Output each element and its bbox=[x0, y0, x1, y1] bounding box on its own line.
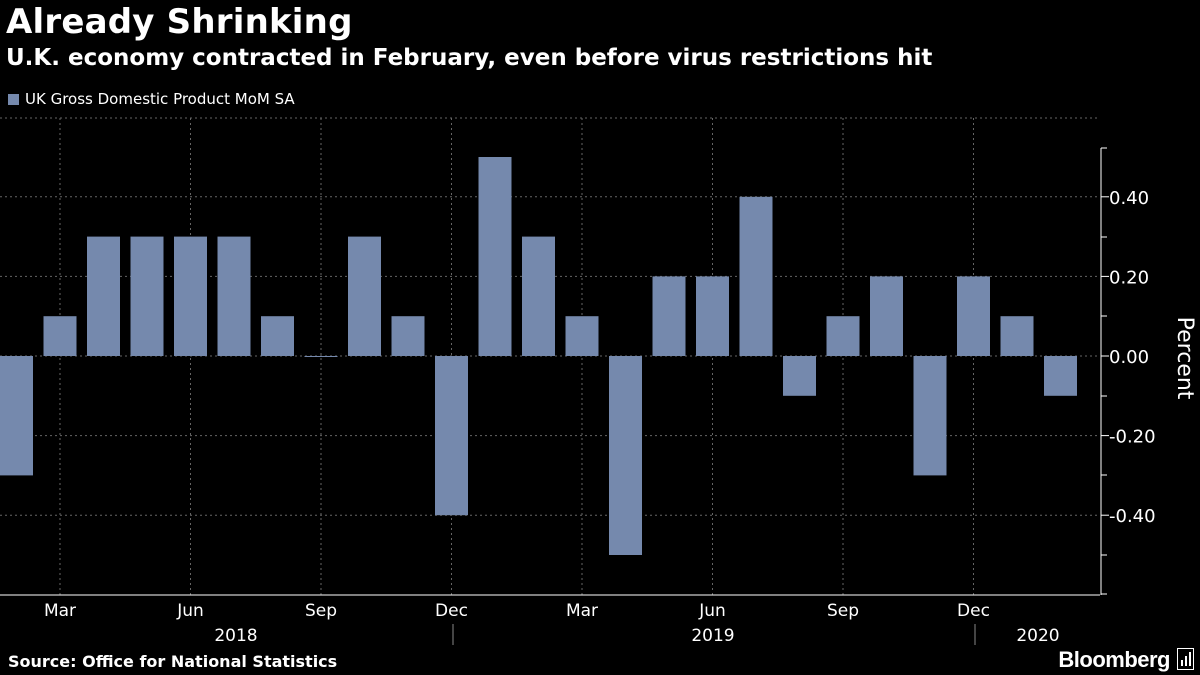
bar bbox=[609, 356, 642, 555]
bar bbox=[522, 236, 555, 356]
bar bbox=[217, 236, 251, 356]
x-tick-label: Sep bbox=[305, 601, 337, 621]
x-tick-label: Dec bbox=[957, 601, 990, 621]
y-tick-label: 0.00 bbox=[1109, 347, 1149, 368]
y-tick-label: 0.20 bbox=[1109, 267, 1149, 288]
bar bbox=[1044, 356, 1077, 396]
bar bbox=[130, 236, 164, 356]
bar bbox=[478, 157, 512, 356]
bar bbox=[913, 356, 947, 476]
bar bbox=[1000, 316, 1034, 356]
bar bbox=[435, 356, 468, 516]
x-tick-label: Mar bbox=[44, 601, 76, 621]
bar bbox=[957, 276, 990, 356]
bar bbox=[261, 316, 294, 356]
x-tick-label: Jun bbox=[176, 601, 204, 621]
legend-swatch bbox=[8, 93, 19, 105]
bar bbox=[696, 276, 729, 356]
x-tick-label: Mar bbox=[566, 601, 598, 621]
bar bbox=[87, 236, 120, 356]
x-year-label: 2019 bbox=[691, 626, 734, 646]
chart-title: Already Shrinking bbox=[6, 2, 353, 42]
y-tick-label: -0.40 bbox=[1109, 506, 1156, 527]
bar bbox=[0, 356, 33, 476]
chart-subtitle: U.K. economy contracted in February, eve… bbox=[6, 45, 933, 71]
bar bbox=[348, 236, 381, 356]
legend-label: UK Gross Domestic Product MoM SA bbox=[25, 90, 295, 108]
bar bbox=[304, 356, 338, 357]
x-tick-label: Sep bbox=[827, 601, 859, 621]
bar bbox=[174, 236, 207, 356]
bar bbox=[391, 316, 425, 356]
y-axis-label: Percent bbox=[1172, 317, 1197, 400]
bloomberg-terminal-icon bbox=[1177, 648, 1194, 670]
bar bbox=[739, 196, 773, 356]
x-year-label: 2018 bbox=[214, 626, 257, 646]
bar bbox=[565, 316, 599, 356]
y-tick-label: 0.40 bbox=[1109, 188, 1149, 209]
bar bbox=[783, 356, 816, 396]
bar bbox=[826, 316, 860, 356]
brand-logo: Bloomberg bbox=[1058, 647, 1170, 672]
bar bbox=[870, 276, 903, 356]
bar bbox=[43, 316, 77, 356]
x-tick-label: Dec bbox=[435, 601, 468, 621]
legend: UK Gross Domestic Product MoM SA bbox=[8, 90, 295, 108]
x-tick-label: Jun bbox=[698, 601, 726, 621]
x-year-label: 2020 bbox=[1016, 626, 1059, 646]
y-tick-label: -0.20 bbox=[1109, 427, 1156, 448]
bar bbox=[652, 276, 686, 356]
source-note: Source: Office for National Statistics bbox=[8, 652, 338, 671]
